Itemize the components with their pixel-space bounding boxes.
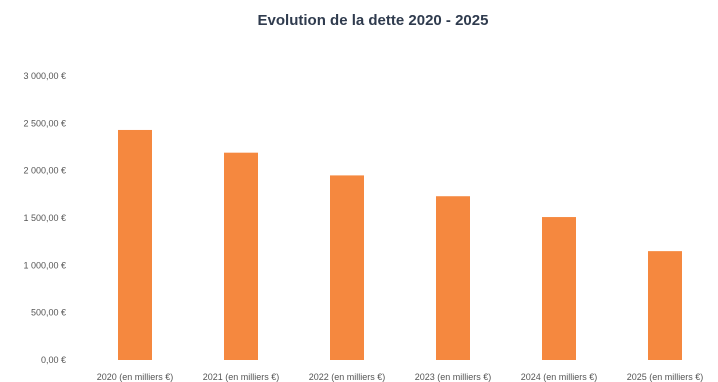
bar — [648, 251, 682, 360]
x-tick-label: 2020 (en milliers €) — [97, 372, 174, 382]
y-tick-label: 1 000,00 € — [23, 260, 66, 270]
y-axis: 0,00 € 500,00 € 1 000,00 € 1 500,00 € 2 000,… — [23, 71, 66, 365]
bar — [542, 217, 576, 360]
y-tick-label: 2 000,00 € — [23, 166, 66, 176]
x-tick-label: 2021 (en milliers €) — [203, 372, 280, 382]
x-tick-label: 2025 (en milliers €) — [627, 372, 704, 382]
bar — [436, 196, 470, 360]
y-tick-label: 3 000,00 € — [23, 71, 66, 81]
x-axis: 2020 (en milliers €) 2021 (en milliers €)… — [97, 372, 704, 382]
y-tick-label: 2 500,00 € — [23, 118, 66, 128]
x-tick-label: 2024 (en milliers €) — [521, 372, 598, 382]
y-tick-label: 0,00 € — [41, 355, 66, 365]
bar — [224, 152, 258, 360]
bar — [330, 175, 364, 360]
bars-group — [118, 129, 682, 360]
x-tick-label: 2023 (en milliers €) — [415, 372, 492, 382]
y-tick-label: 500,00 € — [31, 308, 66, 318]
bar — [118, 129, 152, 360]
y-tick-label: 1 500,00 € — [23, 213, 66, 223]
x-tick-label: 2022 (en milliers €) — [309, 372, 386, 382]
chart-title: Evolution de la dette 2020 - 2025 — [257, 12, 489, 29]
